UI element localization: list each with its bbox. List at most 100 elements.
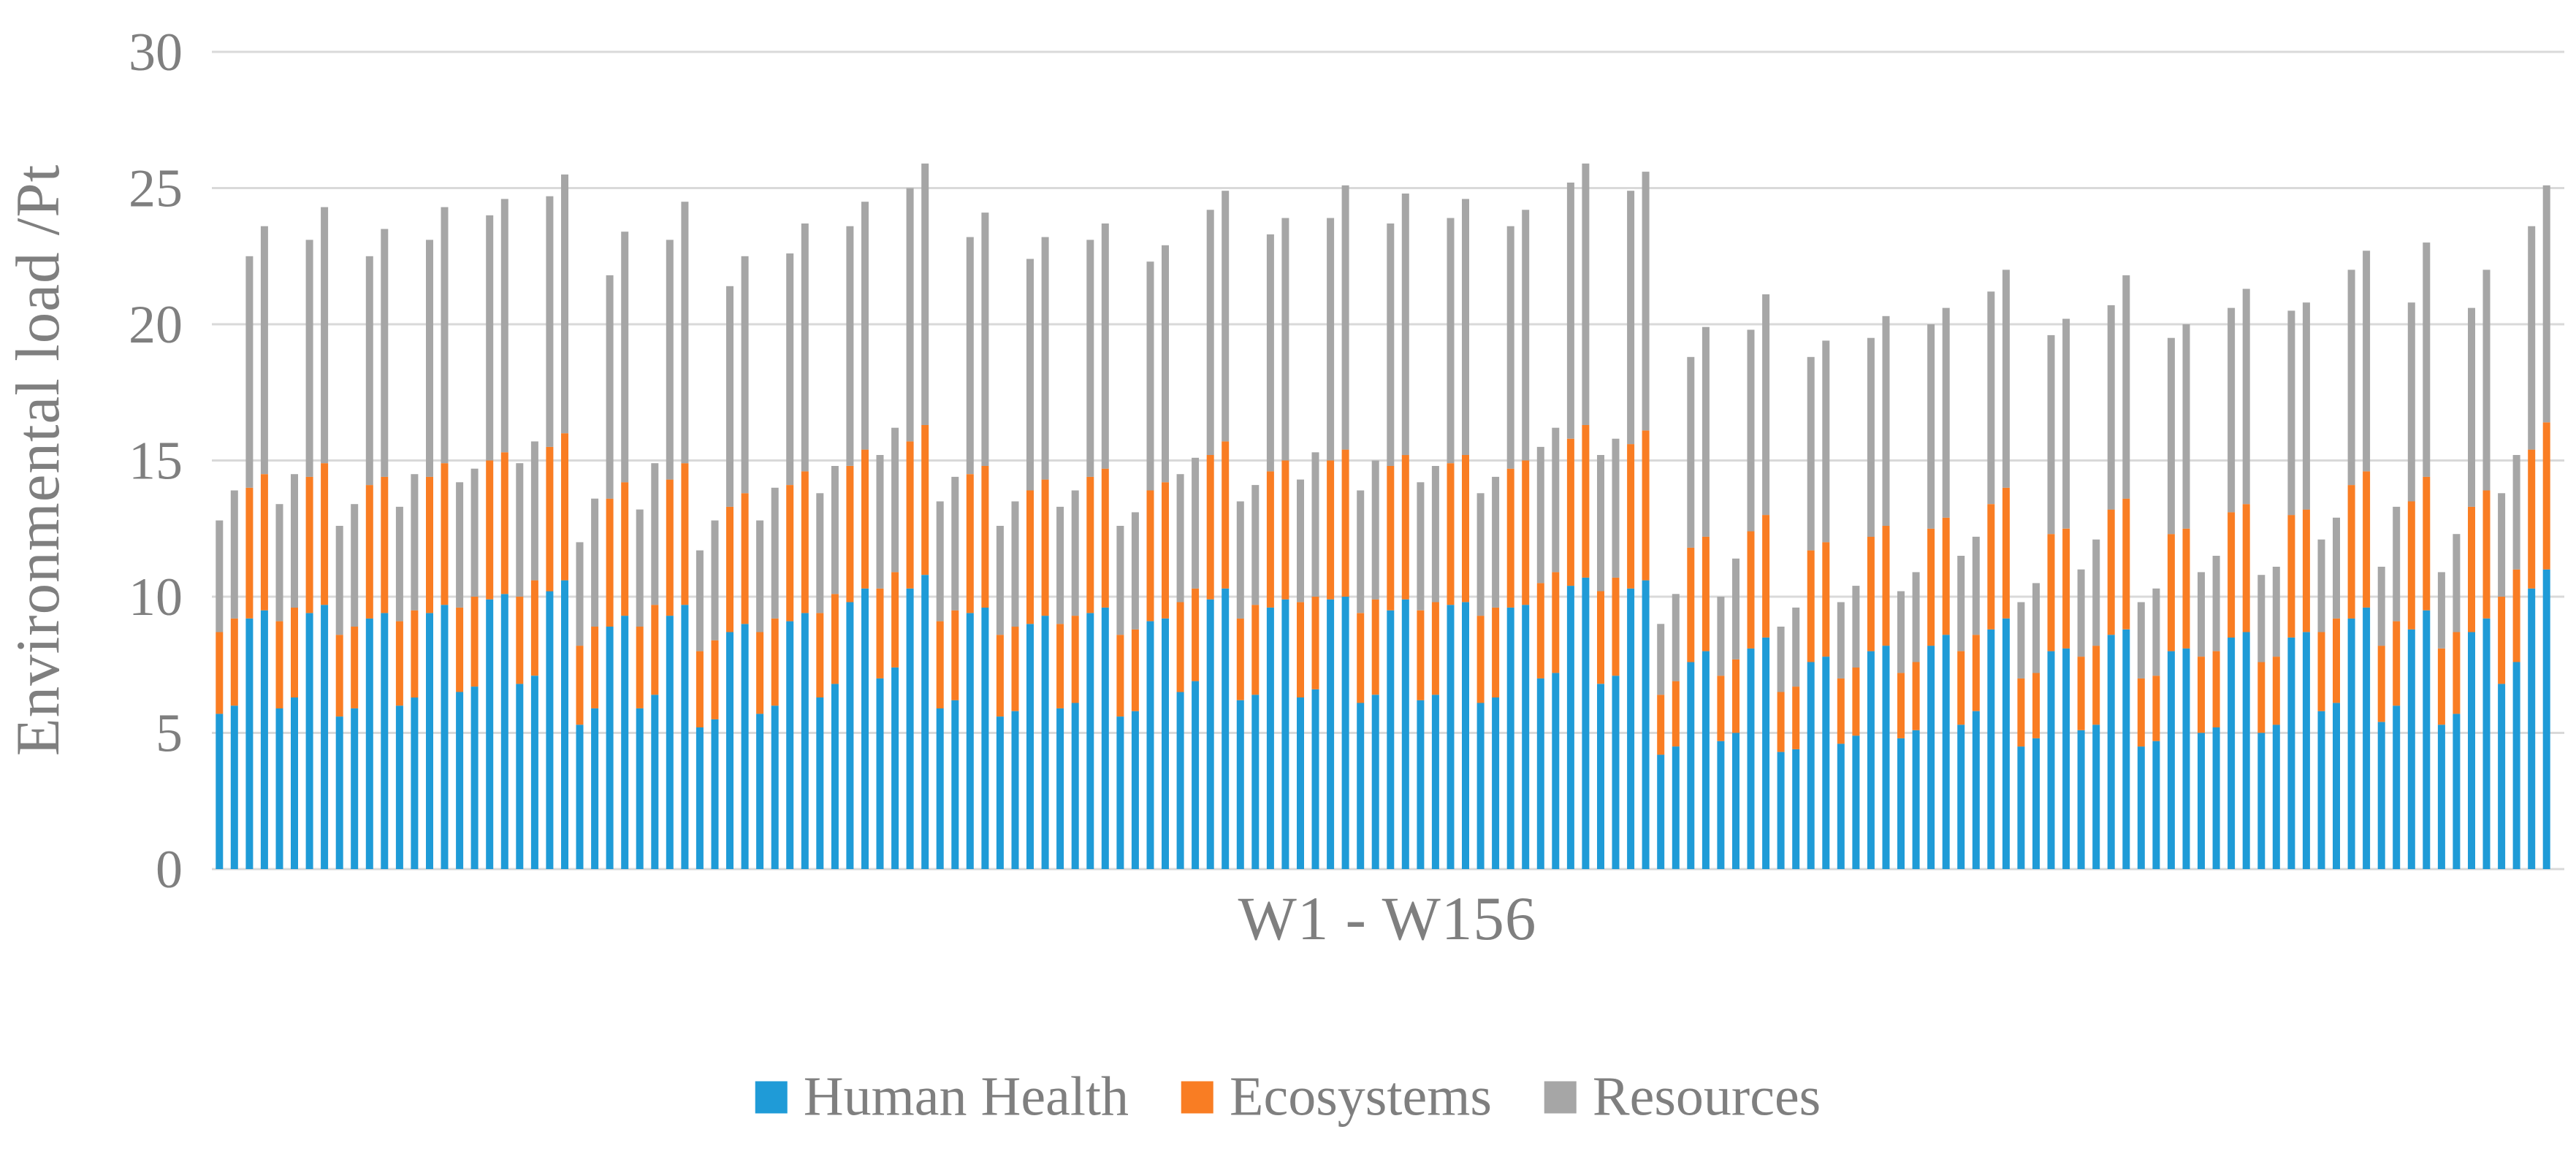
bar-segment-ecosystems bbox=[1987, 504, 1995, 630]
bar-segment-resources bbox=[2347, 269, 2355, 486]
bar-segment-resources bbox=[666, 240, 674, 480]
bar-segment-ecosystems bbox=[1672, 681, 1680, 747]
bar-segment-ecosystems bbox=[741, 493, 749, 624]
bar-segment-resources bbox=[2228, 307, 2236, 513]
bar-segment-human-health bbox=[1101, 607, 1109, 869]
bar-segment-ecosystems bbox=[1146, 490, 1154, 622]
bar-segment-resources bbox=[951, 476, 959, 611]
bar-segment-resources bbox=[486, 215, 494, 461]
bar-segment-resources bbox=[1341, 185, 1349, 450]
bar-segment-human-health bbox=[1506, 607, 1514, 869]
bar-segment-human-health bbox=[2047, 651, 2055, 869]
bar-segment-ecosystems bbox=[1582, 425, 1590, 578]
bar-segment-human-health bbox=[2032, 738, 2040, 869]
bar-segment-resources bbox=[516, 463, 524, 597]
bar-segment-human-health bbox=[1642, 580, 1650, 869]
bar-segment-ecosystems bbox=[1476, 616, 1485, 703]
bar-segment-ecosystems bbox=[486, 460, 494, 600]
bar-segment-resources bbox=[1401, 194, 1409, 456]
bar-segment-ecosystems bbox=[321, 463, 329, 605]
bar-segment-ecosystems bbox=[1192, 588, 1200, 681]
legend-item-ecosystems: Ecosystems bbox=[1181, 1066, 1492, 1129]
bar-segment-resources bbox=[816, 493, 824, 613]
bar-segment-human-health bbox=[441, 605, 449, 869]
bar-segment-resources bbox=[1852, 586, 1860, 668]
bar-segment-human-health bbox=[2212, 727, 2220, 869]
bar-segment-resources bbox=[500, 199, 508, 453]
bar-segment-human-health bbox=[516, 684, 524, 869]
bar-segment-human-health bbox=[1251, 695, 1260, 869]
bar-segment-human-health bbox=[1371, 695, 1379, 869]
bar-segment-ecosystems bbox=[2528, 449, 2536, 589]
y-tick-label: 5 bbox=[156, 704, 183, 764]
bar-segment-human-health bbox=[1747, 648, 1755, 869]
bar-segment-human-health bbox=[1837, 743, 1845, 869]
bar-segment-human-health bbox=[1417, 700, 1425, 869]
bar-segment-resources bbox=[2468, 307, 2475, 507]
bar-segment-resources bbox=[546, 196, 554, 447]
bar-segment-resources bbox=[216, 520, 224, 632]
bar-segment-human-health bbox=[456, 692, 464, 869]
bar-segment-resources bbox=[741, 256, 749, 494]
bar-segment-ecosystems bbox=[576, 646, 584, 725]
bar-segment-ecosystems bbox=[711, 640, 719, 719]
bar-segment-ecosystems bbox=[936, 621, 944, 708]
bar-segment-human-health bbox=[2272, 724, 2280, 869]
bar-segment-ecosystems bbox=[981, 466, 989, 608]
bar-segment-resources bbox=[1582, 163, 1590, 425]
bar-segment-human-health bbox=[576, 724, 584, 869]
bar-segment-ecosystems bbox=[500, 452, 508, 594]
bar-segment-human-health bbox=[365, 618, 373, 869]
bar-segment-human-health bbox=[1927, 646, 1935, 869]
bar-segment-ecosystems bbox=[2002, 487, 2010, 619]
bar-segment-resources bbox=[2363, 251, 2371, 472]
bar-segment-resources bbox=[1297, 479, 1304, 603]
bar-segment-human-health bbox=[846, 602, 854, 869]
bar-segment-resources bbox=[2152, 588, 2160, 676]
bar-segment-ecosystems bbox=[1431, 602, 1439, 695]
bar-segment-ecosystems bbox=[621, 482, 629, 616]
bar-segment-human-health bbox=[1852, 735, 1860, 869]
bar-segment-ecosystems bbox=[2077, 657, 2085, 730]
bar-segment-ecosystems bbox=[1942, 517, 1950, 635]
legend-item-resources: Resources bbox=[1544, 1066, 1821, 1129]
bar-segment-ecosystems bbox=[1552, 572, 1560, 673]
bar-segment-resources bbox=[1867, 337, 1875, 537]
bar-segment-ecosystems bbox=[1176, 602, 1184, 692]
bar-segment-resources bbox=[1222, 191, 1230, 442]
bar-segment-resources bbox=[1146, 261, 1154, 491]
bar-segment-ecosystems bbox=[2377, 646, 2385, 722]
bar-segment-ecosystems bbox=[1116, 635, 1124, 717]
bar-segment-ecosystems bbox=[1867, 536, 1875, 651]
bar-segment-human-health bbox=[2317, 711, 2325, 869]
bar-segment-resources bbox=[2317, 539, 2325, 632]
bar-segment-human-health bbox=[1627, 588, 1635, 869]
bar-segment-resources bbox=[1357, 490, 1365, 613]
bar-segment-human-health bbox=[591, 708, 599, 869]
bar-segment-ecosystems bbox=[2092, 646, 2100, 725]
bar-segment-human-health bbox=[1116, 716, 1124, 869]
bar-segment-resources bbox=[1747, 329, 1755, 532]
bar-segment-ecosystems bbox=[666, 479, 674, 616]
bar-segment-resources bbox=[1011, 501, 1019, 627]
bar-segment-human-health bbox=[906, 588, 914, 869]
bar-segment-ecosystems bbox=[530, 580, 538, 676]
bar-segment-resources bbox=[1327, 218, 1335, 461]
bar-segment-ecosystems bbox=[2257, 662, 2266, 733]
bar-segment-human-health bbox=[335, 716, 343, 869]
bar-segment-ecosystems bbox=[1747, 531, 1755, 649]
bar-segment-ecosystems bbox=[696, 651, 704, 727]
bar-segment-human-health bbox=[2453, 714, 2461, 869]
bar-segment-human-health bbox=[1206, 599, 1214, 869]
bar-segment-human-health bbox=[486, 599, 494, 869]
bar-segment-human-health bbox=[1327, 599, 1335, 869]
bar-segment-ecosystems bbox=[1236, 618, 1244, 700]
bar-segment-human-health bbox=[2393, 705, 2401, 869]
bar-segment-ecosystems bbox=[636, 627, 644, 708]
bar-segment-human-health bbox=[1401, 599, 1409, 869]
bar-segment-ecosystems bbox=[1927, 528, 1935, 646]
bar-segment-ecosystems bbox=[2137, 678, 2145, 747]
bar-segment-ecosystems bbox=[351, 627, 359, 708]
bar-segment-resources bbox=[1371, 460, 1379, 600]
bar-segment-human-health bbox=[1041, 616, 1049, 869]
